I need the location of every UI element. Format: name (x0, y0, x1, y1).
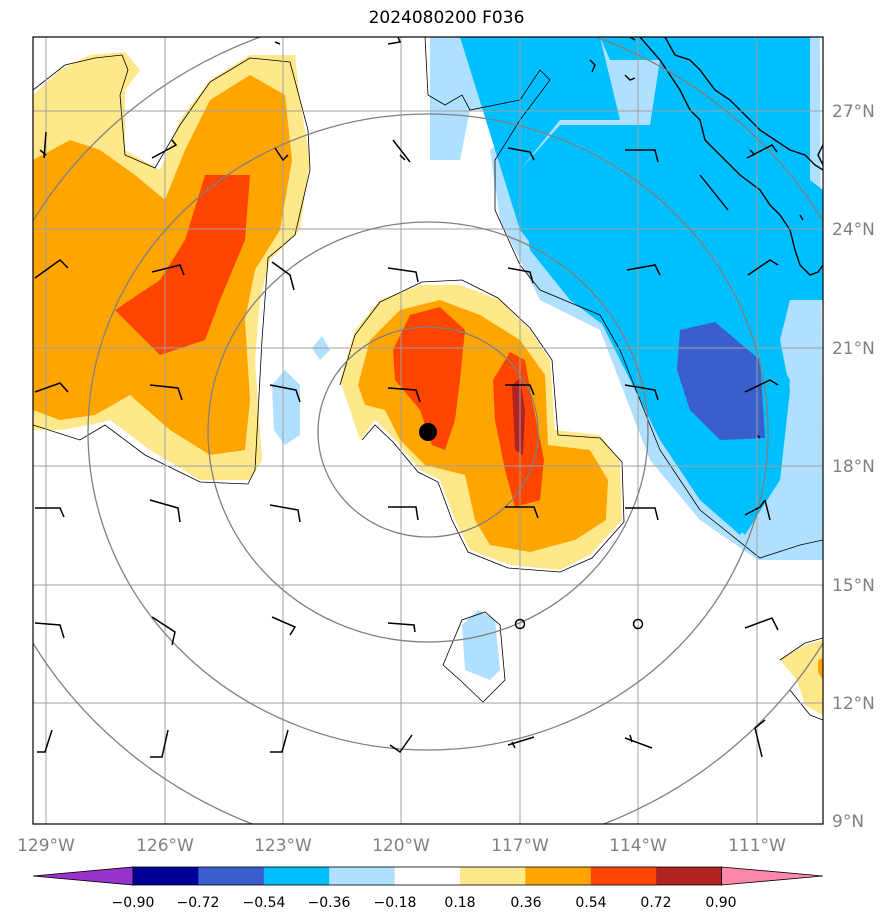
lon-label: 120°W (372, 836, 430, 856)
lon-label: 114°W (609, 836, 667, 856)
colorbar-extend-high (721, 866, 824, 886)
calm-marker (632, 618, 644, 630)
shade-neg-dark (677, 322, 765, 440)
map-area (33, 37, 823, 824)
lon-label: 117°W (491, 836, 549, 856)
longitude-axis: 129°W 126°W 123°W 120°W 117°W 114°W 111°… (17, 836, 786, 856)
shade-pos-west-strong (115, 175, 250, 355)
colorbar-labels: −0.90 −0.72 −0.54 −0.36 −0.18 0.18 0.36 … (112, 895, 737, 911)
colorbar-tick-label: 0.54 (575, 895, 606, 911)
wind-barbs (34, 37, 779, 758)
colorbar-swatch (263, 867, 330, 885)
colorbar-swatch (394, 867, 461, 885)
shade-neg-small-1 (272, 370, 300, 445)
colorbar-tick-label: 0.36 (510, 895, 541, 911)
shade-pos-west-mid (33, 75, 292, 455)
lon-label: 126°W (136, 836, 194, 856)
colorbar-swatch (133, 867, 199, 885)
lat-label: 27°N (832, 102, 875, 122)
colorbar-tick-label: −0.72 (177, 895, 220, 911)
colorbar-tick-label: −0.18 (374, 895, 417, 911)
lon-label: 129°W (17, 836, 75, 856)
colorbar-swatch (329, 867, 396, 885)
colorbar-tick-label: 0.18 (444, 895, 475, 911)
shade-pos-center-mid (358, 300, 608, 552)
lat-label: 24°N (832, 220, 875, 240)
colorbar-swatch (525, 867, 592, 885)
lat-label: 12°N (832, 694, 875, 714)
shade-pos-center-max (512, 378, 525, 455)
lat-label: 18°N (832, 457, 875, 477)
colorbar-swatch (198, 867, 265, 885)
latitude-axis: 27°N 24°N 21°N 18°N 15°N 12°N 9°N (832, 102, 875, 832)
coastline (589, 37, 823, 439)
shade-pos-se-mid (818, 658, 823, 680)
colorbar-tick-label: −0.90 (112, 895, 155, 911)
lon-label: 111°W (728, 836, 786, 856)
calm-marker (514, 618, 526, 630)
colorbar-tick-label: 0.90 (705, 895, 736, 911)
colorbar-swatch (460, 867, 526, 885)
colorbar-border (132, 866, 722, 886)
colorbar (32, 866, 824, 886)
shade-pos-center-strong (393, 307, 465, 450)
storm-center-marker (419, 423, 437, 441)
colorbar-extend-low (32, 866, 134, 886)
lon-label: 123°W (254, 836, 312, 856)
map-title: 2024080200 F036 (368, 8, 525, 28)
map-frame (32, 36, 824, 825)
colorbar-tick-label: 0.72 (640, 895, 671, 911)
lat-label: 15°N (832, 576, 875, 596)
colorbar-swatch (590, 867, 657, 885)
colorbar-swatch (656, 867, 723, 885)
colorbar-tick-label: −0.36 (308, 895, 351, 911)
latlon-grid (33, 37, 823, 824)
colorbar-tick-label: −0.54 (243, 895, 286, 911)
lat-label: 21°N (832, 339, 875, 359)
shade-neg-small-2 (462, 610, 500, 680)
contours (33, 37, 823, 721)
range-rings (33, 37, 823, 824)
lat-label: 9°N (832, 812, 864, 832)
